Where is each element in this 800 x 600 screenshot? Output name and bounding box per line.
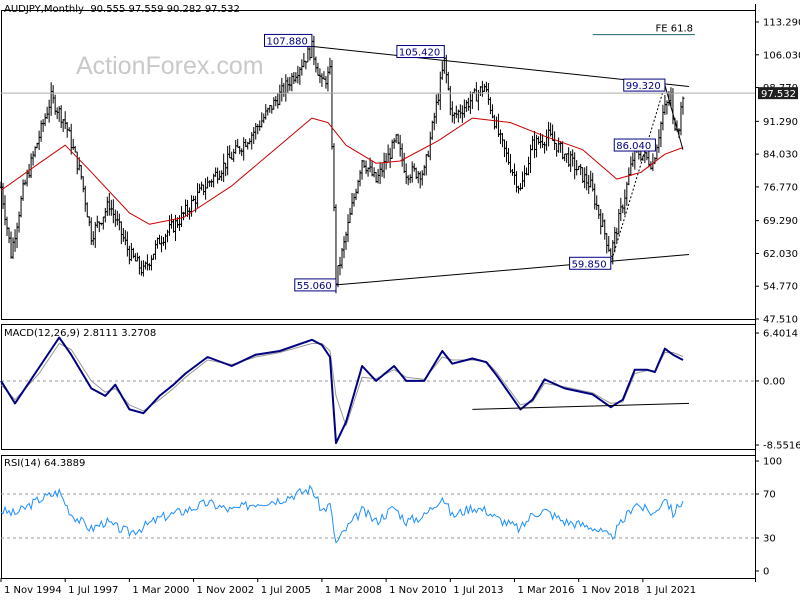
x-axis: 1 Nov 1994 1 Jul 1997 1 Mar 2000 1 Nov 2002… — [0, 578, 696, 596]
level-label-box — [569, 256, 612, 270]
fe-level-label: FE 61.8 — [656, 24, 694, 35]
price-trendline — [610, 84, 666, 264]
macd-signal-line — [0, 343, 684, 427]
rsi-ytick-label: 70 — [763, 490, 776, 501]
macd-panel: 6.4014 0.00 -8.5516 — [0, 329, 800, 452]
price-ytick-label: 106.030 — [763, 50, 800, 61]
x-tick-label: 1 Mar 2008 — [325, 585, 382, 596]
x-tick-label: 1 Nov 2018 — [582, 585, 640, 596]
macd-frame — [1, 324, 756, 450]
last-price-value: 97.532 — [761, 89, 796, 100]
x-tick-label: 1 Jul 2013 — [453, 585, 503, 596]
price-ytick-label: 91.290 — [763, 117, 798, 128]
level-label: 55.060 — [297, 281, 332, 292]
level-label-box — [396, 45, 445, 59]
x-tick-label: 1 Nov 1994 — [4, 585, 62, 596]
price-panel: 113.290106.03098.77091.29084.03076.77069… — [0, 18, 800, 326]
price-bars — [0, 35, 685, 294]
last-price-tag — [758, 87, 798, 100]
panel-frames — [1, 4, 756, 582]
ohlc-readout: 90.555 97.559 90.282 97.532 — [90, 4, 240, 15]
macd-ytick-label: 6.4014 — [763, 329, 798, 340]
level-label-box — [623, 78, 666, 92]
level-label: 99.320 — [626, 81, 661, 92]
price-ytick-label: 113.290 — [763, 18, 800, 29]
price-trendline — [664, 84, 684, 150]
rsi-line — [0, 484, 684, 544]
macd-title: MACD(12,26,9) 2.8111 3.2708 — [4, 328, 157, 339]
macd-main-line — [0, 336, 684, 445]
level-label-box — [264, 33, 313, 47]
level-label-box — [294, 278, 337, 292]
macd-ytick-label: -8.5516 — [763, 441, 800, 452]
rsi-frame — [1, 455, 756, 579]
macd-trendline — [472, 402, 690, 410]
price-ytick-label: 84.030 — [763, 150, 798, 161]
price-ytick-label: 62.030 — [763, 249, 798, 260]
macd-ytick-label: 0.00 — [763, 376, 785, 387]
rsi-panel: 100 70 30 0 — [0, 457, 782, 578]
x-tick-label: 1 Jul 1997 — [68, 585, 118, 596]
x-tick-label: 1 Nov 2010 — [389, 585, 447, 596]
rsi-ytick-label: 0 — [763, 567, 769, 578]
price-ytick-label: 76.770 — [763, 182, 798, 193]
rsi-title: RSI(14) 64.3889 — [4, 458, 86, 469]
x-tick-label: 1 Jul 2021 — [646, 585, 696, 596]
x-tick-label: 1 Jul 2005 — [261, 585, 311, 596]
level-label: 105.420 — [399, 48, 440, 59]
price-ytick-label: 54.770 — [763, 282, 798, 293]
x-tick-label: 1 Mar 2000 — [132, 585, 189, 596]
watermark: ActionForex.com — [76, 52, 264, 80]
price-ytick-label: 47.510 — [763, 315, 798, 326]
price-header: AUDJPY,Monthly 90.555 97.559 90.282 97.5… — [4, 4, 240, 15]
price-trendline — [335, 253, 690, 286]
rsi-ytick-label: 30 — [763, 534, 776, 545]
price-moving-average — [0, 117, 684, 225]
level-label-box — [613, 138, 656, 152]
level-label: 59.850 — [572, 259, 607, 270]
x-tick-label: 1 Mar 2016 — [517, 585, 574, 596]
level-label: 107.880 — [267, 36, 308, 47]
level-label: 86.040 — [616, 141, 651, 152]
x-tick-label: 1 Nov 2002 — [197, 585, 255, 596]
price-title: AUDJPY,Monthly — [4, 4, 84, 15]
rsi-ytick-label: 100 — [763, 457, 782, 468]
price-ytick-label: 69.290 — [763, 216, 798, 227]
